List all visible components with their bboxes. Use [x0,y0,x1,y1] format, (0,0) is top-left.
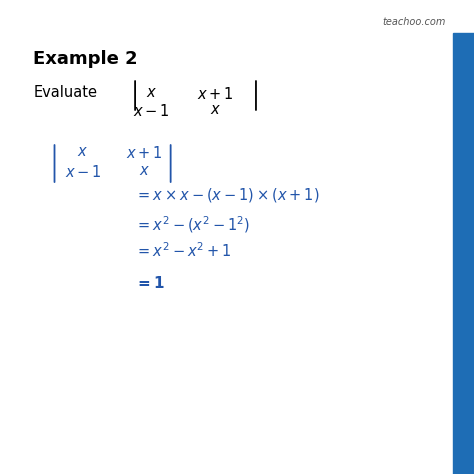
Text: $= x^2 - x^2 + 1$: $= x^2 - x^2 + 1$ [135,242,231,260]
Text: $= x^2 - (x^2 - 1^2)$: $= x^2 - (x^2 - 1^2)$ [135,214,250,235]
Text: $\mathbf{= 1}$: $\mathbf{= 1}$ [135,275,165,291]
Text: $x+1$: $x+1$ [126,145,163,161]
Text: $x$: $x$ [146,86,157,100]
Text: $x-1$: $x-1$ [133,103,170,119]
Text: $x$: $x$ [139,164,150,178]
Text: $x+1$: $x+1$ [197,86,234,102]
Text: $x-1$: $x-1$ [64,164,101,180]
Text: Evaluate: Evaluate [33,85,97,100]
Text: $= x \times x - (x-1) \times (x+1)$: $= x \times x - (x-1) \times (x+1)$ [135,186,319,204]
Text: $x$: $x$ [77,145,89,159]
Text: $x$: $x$ [210,103,221,118]
Text: teachoo.com: teachoo.com [382,17,446,27]
Text: Example 2: Example 2 [33,50,138,68]
